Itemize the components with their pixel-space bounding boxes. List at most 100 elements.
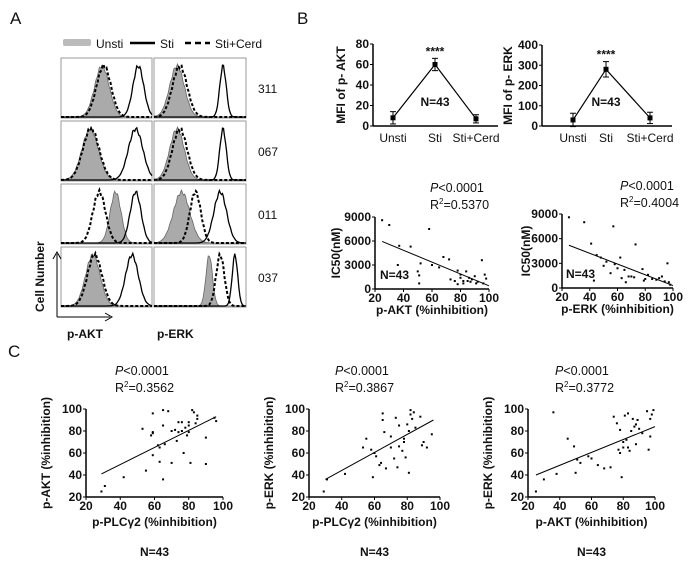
data-point	[383, 431, 386, 434]
data-point	[638, 427, 641, 430]
data-point	[647, 115, 653, 121]
histogram-cell-067-erk	[153, 120, 247, 182]
r-squared-text: =0.5370	[443, 198, 489, 212]
p-symbol: P	[335, 364, 344, 378]
panel-label-a: A	[10, 9, 22, 28]
p-value: P<0.0001	[430, 181, 484, 195]
data-point	[476, 280, 479, 283]
legend-swatch-unsti	[63, 39, 91, 46]
data-point	[605, 260, 608, 263]
histogram-sti-cerd	[61, 62, 152, 118]
y-tick-label: 80	[356, 37, 370, 51]
p-symbol: P	[115, 364, 124, 378]
data-point	[622, 446, 625, 449]
x-tick-label: 40	[114, 499, 128, 513]
x-axis-label: p-AKT (%inhibition)	[536, 515, 648, 529]
data-point	[177, 431, 180, 434]
data-point	[215, 420, 218, 423]
data-point	[573, 445, 576, 448]
r-symbol: R	[430, 198, 439, 212]
data-point	[583, 221, 586, 224]
data-point	[576, 458, 579, 461]
data-point	[162, 409, 165, 412]
y-tick-label: 80	[292, 424, 306, 438]
data-point	[163, 443, 166, 446]
n-label: N=43	[566, 267, 595, 281]
data-point	[187, 431, 190, 434]
data-point	[419, 415, 422, 418]
histogram-sti-cerd	[154, 251, 246, 307]
data-point	[459, 276, 462, 279]
data-point	[542, 478, 545, 481]
p-value: P<0.0001	[115, 364, 169, 378]
data-point	[167, 410, 170, 413]
data-point	[371, 476, 374, 479]
data-point	[622, 441, 625, 443]
data-point	[175, 439, 178, 442]
data-point	[620, 476, 623, 479]
y-tick-label: 20	[292, 490, 306, 504]
data-point	[625, 438, 628, 441]
data-point	[438, 266, 441, 269]
data-point	[158, 446, 161, 449]
y-tick-label: 400	[518, 38, 538, 52]
data-point	[590, 457, 593, 460]
x-tick-label: 40	[397, 291, 411, 305]
data-point	[418, 274, 421, 277]
data-point	[430, 433, 433, 436]
data-point	[466, 280, 469, 282]
data-point	[151, 432, 154, 435]
data-point	[396, 264, 399, 266]
n-label: N=43	[420, 95, 449, 109]
y-tick-label: 100	[285, 402, 305, 416]
data-point	[617, 448, 620, 451]
x-tick-label: 60	[368, 499, 382, 513]
y-tick-label: 3000	[344, 258, 371, 272]
data-point	[174, 428, 177, 431]
y-tick-label: 80	[69, 424, 83, 438]
data-point	[649, 417, 652, 420]
data-point	[373, 452, 376, 454]
histogram-cell-037-akt	[60, 246, 153, 308]
y-axis-label: MFI of p- AKT	[334, 46, 348, 124]
data-point	[636, 419, 639, 421]
x-tick-label: 20	[79, 499, 93, 513]
data-point	[187, 424, 190, 427]
x-tick-label: 20	[521, 499, 535, 513]
data-point	[615, 422, 618, 425]
y-tick-label: 9000	[531, 207, 558, 221]
data-point	[180, 430, 183, 432]
data-point	[651, 277, 654, 280]
regression-line	[325, 419, 434, 480]
y-tick-label: 40	[292, 468, 306, 482]
data-point	[612, 415, 615, 418]
histogram-sti-cerd	[153, 127, 246, 181]
p-symbol: P	[555, 364, 564, 378]
column-label-akt: p-AKT	[67, 327, 104, 341]
data-point	[602, 264, 605, 267]
p-value: P<0.0001	[555, 364, 609, 378]
data-point	[100, 490, 103, 493]
p-value-text: <0.0001	[123, 364, 169, 378]
data-point	[634, 443, 637, 446]
y-axis-label: IC50(nM)	[519, 226, 533, 277]
n-label: N=43	[380, 268, 409, 282]
data-point	[642, 279, 645, 282]
histogram-sti-cerd	[61, 187, 152, 244]
data-point	[409, 245, 412, 248]
significance-label: ****	[426, 44, 445, 58]
data-point	[431, 264, 433, 266]
data-point	[552, 411, 555, 414]
data-point	[624, 281, 627, 284]
data-point	[151, 431, 154, 434]
series-line	[392, 63, 477, 120]
r-symbol: R	[620, 196, 629, 210]
data-point	[365, 437, 368, 440]
data-point	[627, 275, 630, 278]
data-point	[381, 412, 384, 415]
column-label-erk: p-ERK	[157, 327, 194, 341]
data-point	[411, 417, 414, 420]
data-point	[469, 280, 472, 283]
data-point	[414, 426, 417, 429]
